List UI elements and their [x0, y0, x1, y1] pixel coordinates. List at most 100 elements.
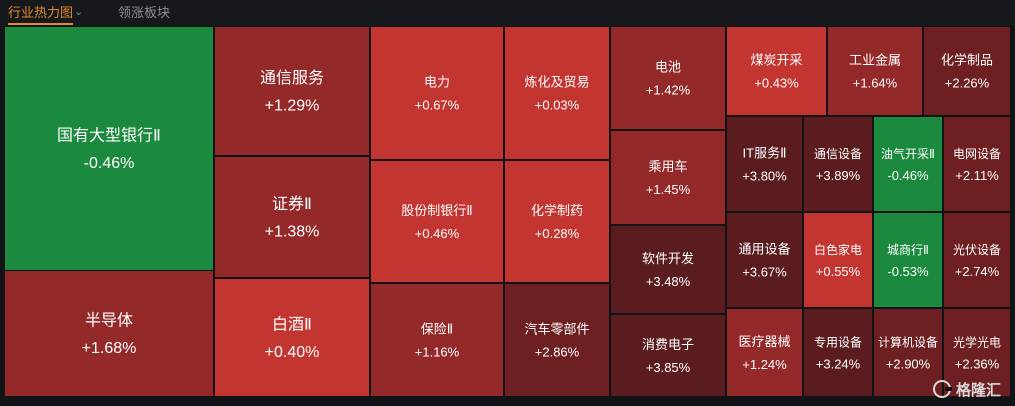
tile-label-name: 白色家电: [814, 242, 862, 257]
heatmap-tile[interactable]: 通信服务 +1.29%: [215, 27, 369, 155]
heatmap-tile[interactable]: 油气开采Ⅱ -0.46%: [874, 117, 942, 211]
tile-label-change: +3.85%: [646, 360, 691, 375]
heatmap-tile[interactable]: 光学光电 +2.36%: [944, 309, 1010, 396]
tile-label-change: +0.03%: [535, 97, 580, 112]
tile-label-name: 化学制品: [941, 52, 993, 67]
heatmap-tile[interactable]: 白色家电 +0.55%: [804, 213, 872, 307]
tile-label-name: 半导体: [85, 312, 133, 330]
tile-label-name: 软件开发: [642, 251, 694, 266]
heatmap-tile-rect: [5, 27, 213, 270]
heatmap-tile-rect: [874, 309, 942, 396]
tile-label-change: +0.43%: [754, 75, 799, 90]
heatmap-tile[interactable]: 国有大型银行Ⅱ -0.46%: [5, 27, 213, 270]
heatmap-tile[interactable]: 煤炭开采 +0.43%: [727, 27, 826, 115]
tile-label-change: +3.80%: [742, 168, 787, 183]
tile-label-name: 电池: [655, 59, 681, 74]
heatmap-tile-rect: [505, 284, 609, 396]
heatmap-tile-rect: [727, 309, 802, 396]
heatmap-tile-rect: [944, 117, 1010, 211]
heatmap-tile[interactable]: 保险Ⅱ +1.16%: [371, 284, 503, 396]
heatmap-tile[interactable]: IT服务Ⅱ +3.80%: [727, 117, 802, 211]
heatmap-tile-rect: [874, 213, 942, 307]
top-bar: 行业热力图 ⌄ 领涨板块: [0, 0, 1015, 26]
heatmap-tile[interactable]: 化学制品 +2.26%: [924, 27, 1010, 115]
tile-label-name: 煤炭开采: [750, 52, 802, 67]
tile-label-change: +3.48%: [646, 274, 691, 289]
heatmap-tile[interactable]: 炼化及贸易 +0.03%: [505, 27, 609, 159]
heatmap-tile[interactable]: 医疗器械 +1.24%: [727, 309, 802, 396]
heatmap-tile-rect: [727, 213, 802, 307]
tile-label-change: +2.74%: [955, 264, 1000, 279]
heatmap-tile[interactable]: 消费电子 +3.85%: [611, 315, 725, 396]
tile-label-change: +3.89%: [816, 168, 861, 183]
tile-label-name: 光学光电: [953, 334, 1001, 349]
tile-label-change: -0.46%: [84, 155, 135, 172]
tile-label-name: 消费电子: [642, 337, 694, 352]
heatmap-tile-rect: [215, 27, 369, 155]
tile-label-change: +2.90%: [886, 356, 931, 371]
heatmap-tile[interactable]: 专用设备 +3.24%: [804, 309, 872, 396]
heatmap-tile[interactable]: 化学制药 +0.28%: [505, 161, 609, 282]
tile-label-name: 证券Ⅱ: [272, 195, 312, 213]
heatmap-tile-rect: [944, 309, 1010, 396]
tile-label-change: +1.42%: [646, 82, 691, 97]
tile-label-name: 油气开采Ⅱ: [881, 146, 935, 161]
heatmap-tile-rect: [371, 27, 503, 159]
heatmap-tile[interactable]: 通信设备 +3.89%: [804, 117, 872, 211]
heatmap-tile[interactable]: 股份制银行Ⅱ +0.46%: [371, 161, 503, 282]
tile-label-name: 城商行Ⅱ: [887, 242, 929, 257]
tile-label-name: 白酒Ⅱ: [272, 316, 312, 334]
heatmap-tile-rect: [804, 309, 872, 396]
heatmap-tile-rect: [371, 161, 503, 282]
heatmap-tile[interactable]: 乘用车 +1.45%: [611, 131, 725, 224]
heatmap-tile-rect: [611, 226, 725, 313]
heatmap-tile[interactable]: 半导体 +1.68%: [5, 271, 213, 396]
tile-label-change: +0.67%: [415, 97, 460, 112]
heatmap-tile[interactable]: 软件开发 +3.48%: [611, 226, 725, 313]
heatmap-tile-rect: [215, 157, 369, 277]
heatmap-tile[interactable]: 汽车零部件 +2.86%: [505, 284, 609, 396]
heatmap-tile-rect: [611, 27, 725, 129]
heatmap-tile-rect: [828, 27, 922, 115]
logo-g-icon: [932, 380, 952, 398]
tile-label-name: 股份制银行Ⅱ: [401, 203, 472, 218]
heatmap-tile-rect: [804, 117, 872, 211]
chevron-down-icon[interactable]: ⌄: [74, 6, 84, 18]
tab-industry-heatmap[interactable]: 行业热力图: [8, 5, 74, 25]
tile-label-name: 保险Ⅱ: [421, 321, 453, 336]
heatmap-tile-rect: [944, 213, 1010, 307]
tile-label-change: +0.40%: [265, 344, 320, 361]
tile-label-name: 医疗器械: [738, 334, 790, 349]
heatmap-tile[interactable]: 计算机设备 +2.90%: [874, 309, 942, 396]
heatmap-tile-rect: [5, 271, 213, 396]
tile-label-change: +2.26%: [945, 75, 990, 90]
tile-label-name: 化学制药: [531, 203, 583, 218]
heatmap-tile[interactable]: 电网设备 +2.11%: [944, 117, 1010, 211]
heatmap-tile-rect: [611, 131, 725, 224]
heatmap-tile[interactable]: 电力 +0.67%: [371, 27, 503, 159]
tile-label-name: 炼化及贸易: [524, 74, 589, 89]
tile-label-change: +2.36%: [955, 356, 1000, 371]
tile-label-name: 专用设备: [814, 334, 862, 349]
heatmap-tile[interactable]: 通用设备 +3.67%: [727, 213, 802, 307]
tile-label-change: +2.86%: [535, 344, 580, 359]
tile-label-name: 工业金属: [849, 52, 901, 67]
heatmap-tile[interactable]: 白酒Ⅱ +0.40%: [215, 279, 369, 396]
tile-label-name: IT服务Ⅱ: [743, 145, 787, 160]
heatmap-tile-rect: [804, 213, 872, 307]
tile-label-change: -0.46%: [887, 168, 929, 183]
heatmap-tile[interactable]: 城商行Ⅱ -0.53%: [874, 213, 942, 307]
heatmap-tile[interactable]: 电池 +1.42%: [611, 27, 725, 129]
heatmap-tile[interactable]: 工业金属 +1.64%: [828, 27, 922, 115]
tile-label-change: +0.28%: [535, 226, 580, 241]
heatmap-tile[interactable]: 证券Ⅱ +1.38%: [215, 157, 369, 277]
heatmap-tile-rect: [727, 117, 802, 211]
tab-leading-sectors[interactable]: 领涨板块: [118, 5, 171, 20]
heatmap-tile[interactable]: 光伏设备 +2.74%: [944, 213, 1010, 307]
tile-label-change: +1.45%: [646, 182, 691, 197]
tile-label-change: +1.16%: [415, 344, 460, 359]
heatmap-tile-rect: [874, 117, 942, 211]
tile-label-name: 光伏设备: [953, 243, 1001, 257]
tile-label-change: +3.67%: [742, 264, 787, 279]
